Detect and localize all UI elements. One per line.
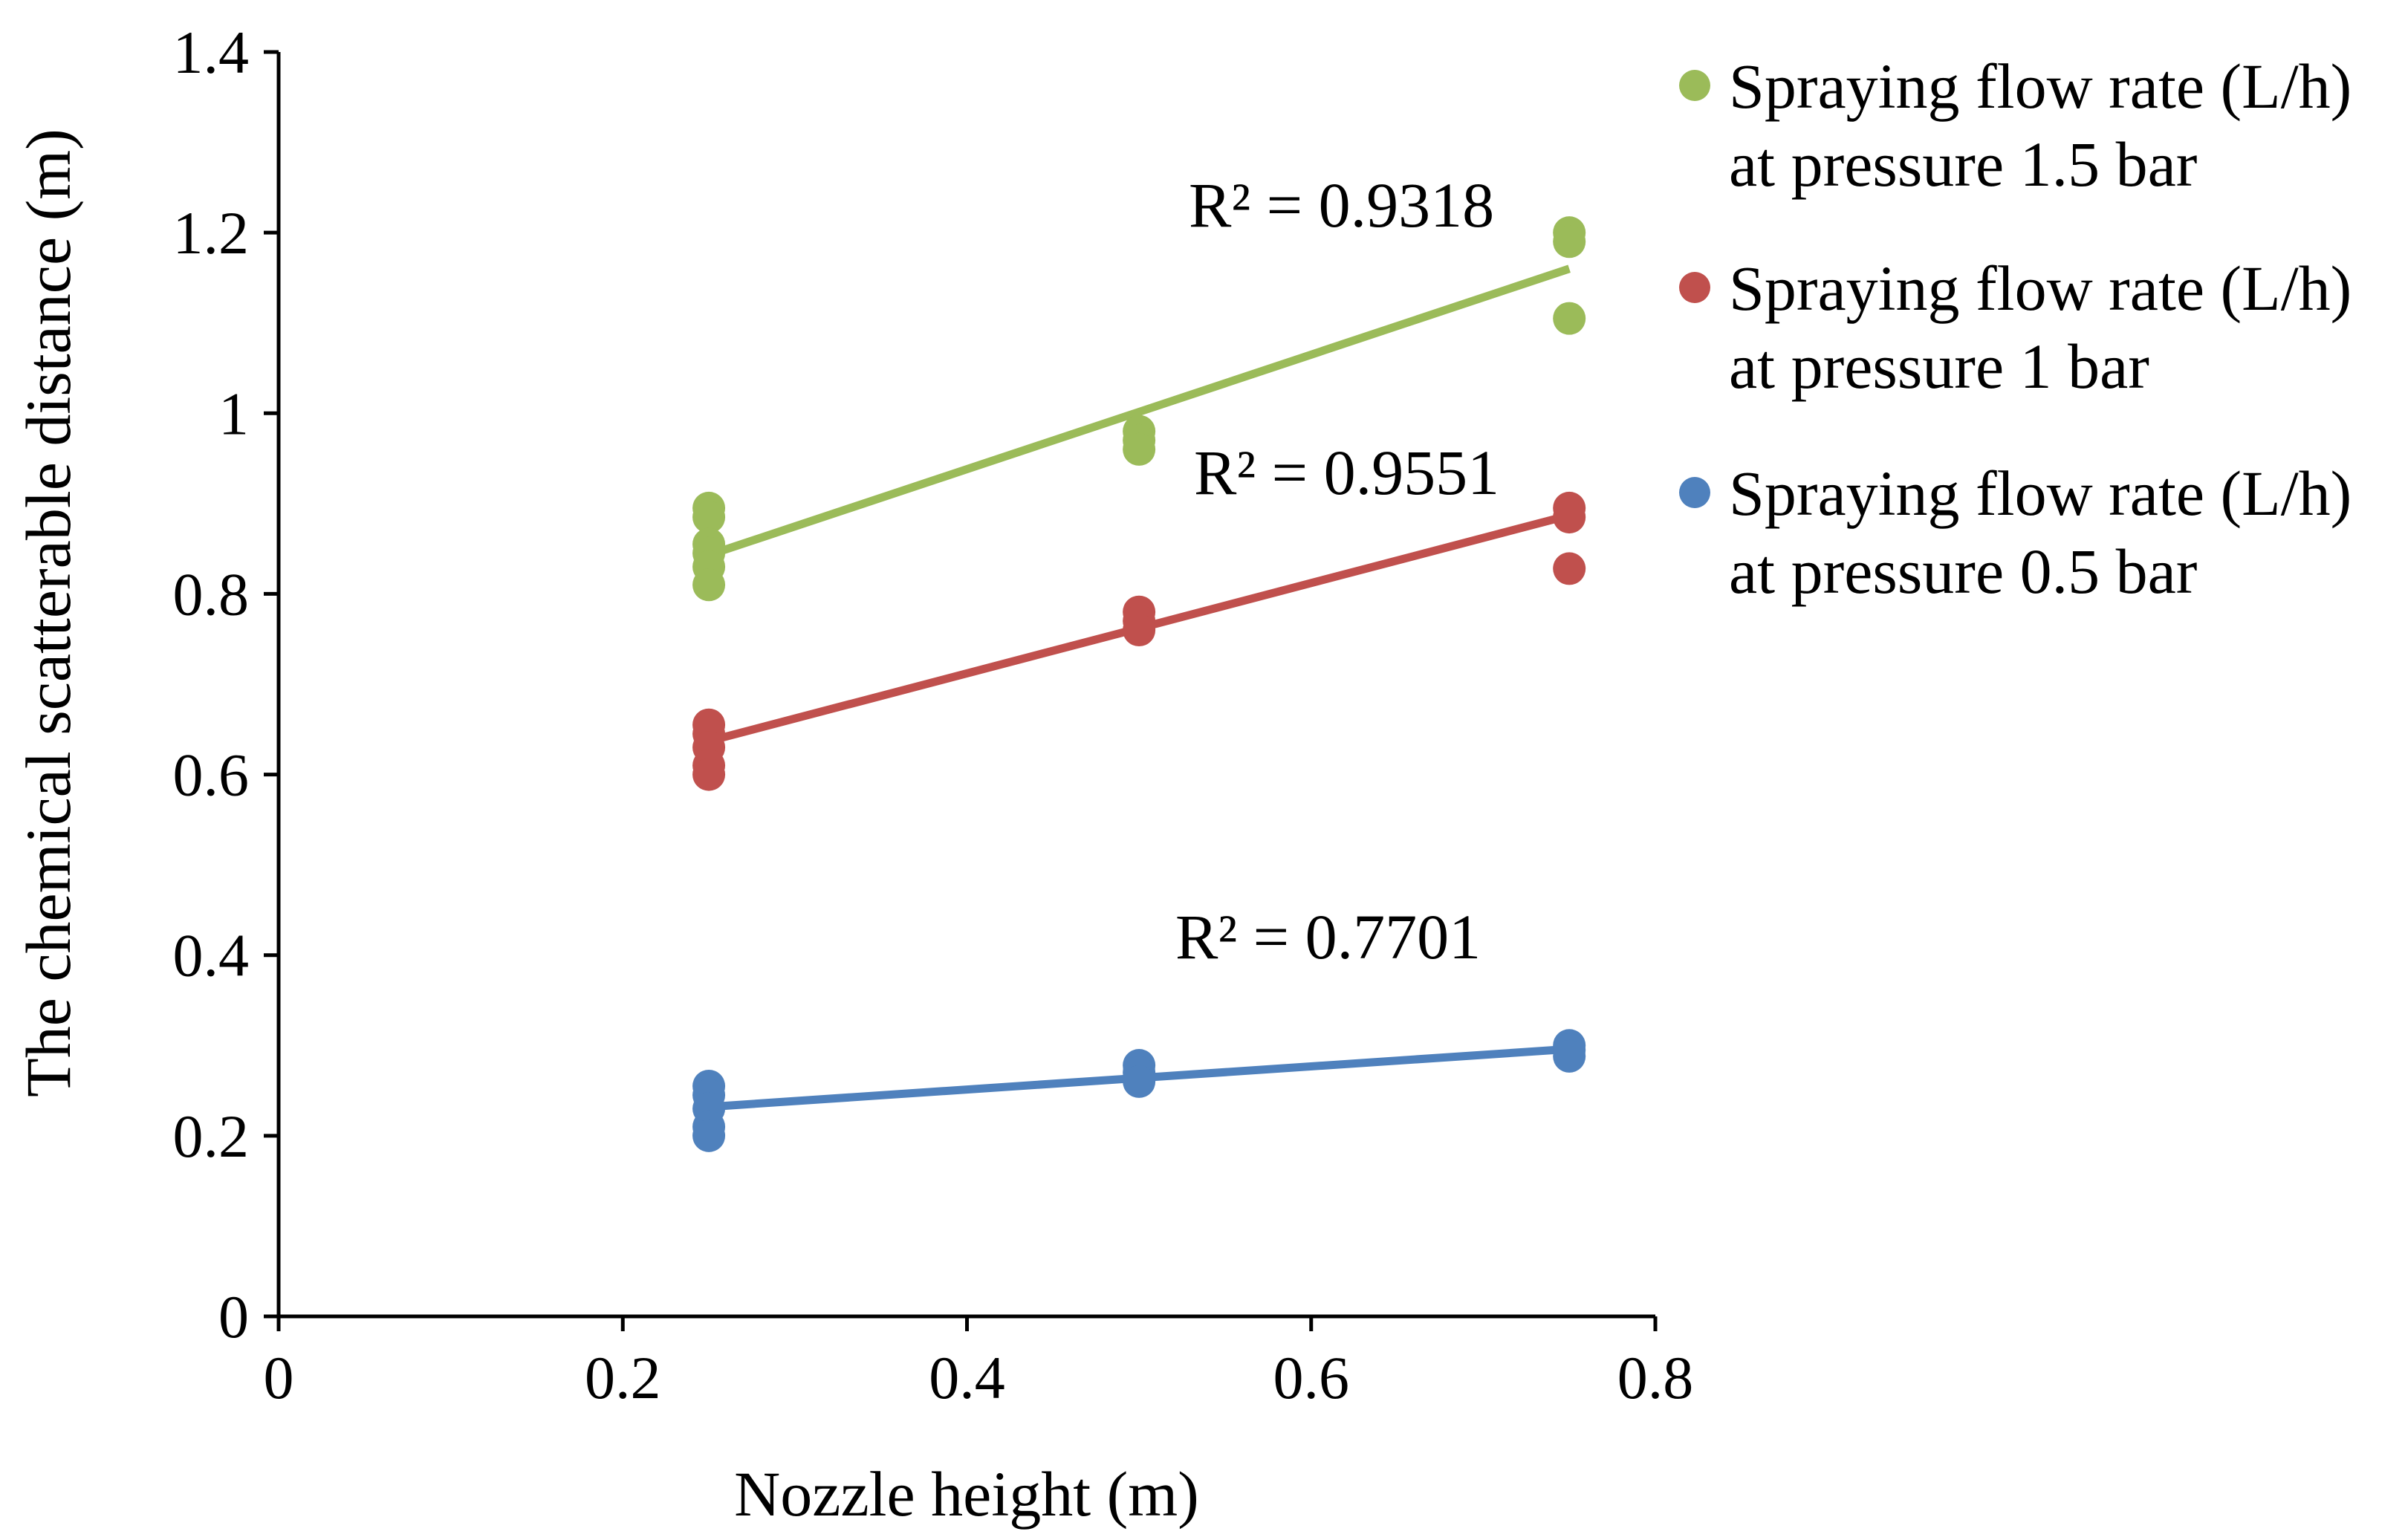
data-point-series-1 xyxy=(692,758,726,791)
legend-item-1-5-bar: Spraying flow rate (L/h) at pressure 1.5… xyxy=(1679,51,2352,200)
x-tick-label: 0.6 xyxy=(1273,1344,1350,1411)
data-points xyxy=(692,216,1586,1152)
data-point-series-0 xyxy=(1553,302,1586,335)
x-tick-label: 0.8 xyxy=(1617,1344,1694,1411)
data-point-series-1 xyxy=(1123,614,1156,647)
x-ticks: 0 0.2 0.4 0.6 0.8 xyxy=(264,1316,1694,1411)
legend-label-1-5-bar-line-2: at pressure 1.5 bar xyxy=(1729,129,2197,200)
x-tick-label: 0 xyxy=(264,1344,294,1411)
y-tick-label: 1.4 xyxy=(173,19,250,86)
legend-label-1-bar-line-1: Spraying flow rate (L/h) xyxy=(1729,253,2352,324)
legend-item-0-5-bar: Spraying flow rate (L/h) at pressure 0.5… xyxy=(1679,458,2352,607)
r2-label-1-bar: R² = 0.9551 xyxy=(1194,437,1499,508)
x-tick-label: 0.2 xyxy=(585,1344,661,1411)
y-tick-label: 0.4 xyxy=(173,922,250,990)
legend-label-0-5-bar-line-1: Spraying flow rate (L/h) xyxy=(1729,458,2352,529)
r2-label-0-5-bar: R² = 0.7701 xyxy=(1175,901,1481,972)
data-point-series-0 xyxy=(1553,225,1586,259)
x-axis-title: Nozzle height (m) xyxy=(734,1458,1199,1530)
trendline-series-0 xyxy=(707,264,1571,559)
data-point-series-1 xyxy=(1553,501,1586,534)
legend-label-1-5-bar-line-1: Spraying flow rate (L/h) xyxy=(1729,51,2352,122)
data-point-series-2 xyxy=(1123,1065,1156,1098)
data-point-series-0 xyxy=(692,568,726,602)
legend-marker-1-5-bar xyxy=(1679,70,1710,101)
x-tick-label: 0.4 xyxy=(929,1344,1005,1411)
y-tick-label: 0.6 xyxy=(173,741,250,809)
y-tick-label: 1.2 xyxy=(173,199,250,267)
data-point-series-2 xyxy=(1553,1039,1586,1073)
data-point-series-0 xyxy=(1123,432,1156,466)
data-point-series-2 xyxy=(692,1119,726,1152)
legend-marker-0-5-bar xyxy=(1679,477,1710,508)
legend-label-0-5-bar-line-2: at pressure 0.5 bar xyxy=(1729,536,2197,607)
legend-label-1-bar-line-2: at pressure 1 bar xyxy=(1729,331,2149,402)
y-tick-label: 1 xyxy=(218,380,249,447)
y-axis-title: The chemical scatterable distance (m) xyxy=(13,129,84,1097)
data-point-series-0 xyxy=(692,501,726,534)
trendlines xyxy=(707,264,1571,1111)
axes xyxy=(276,52,1655,1319)
data-point-series-1 xyxy=(1553,552,1586,585)
y-tick-label: 0.2 xyxy=(173,1102,250,1170)
legend: Spraying flow rate (L/h) at pressure 1.5… xyxy=(1679,51,2352,607)
legend-item-1-bar: Spraying flow rate (L/h) at pressure 1 b… xyxy=(1679,253,2352,402)
r2-label-1-5-bar: R² = 0.9318 xyxy=(1189,169,1494,241)
y-tick-label: 0.8 xyxy=(173,560,250,628)
y-ticks: 0 0.2 0.4 0.6 0.8 1 1.2 1.4 xyxy=(173,19,279,1351)
y-tick-label: 0 xyxy=(218,1283,249,1351)
legend-marker-1-bar xyxy=(1679,272,1710,303)
